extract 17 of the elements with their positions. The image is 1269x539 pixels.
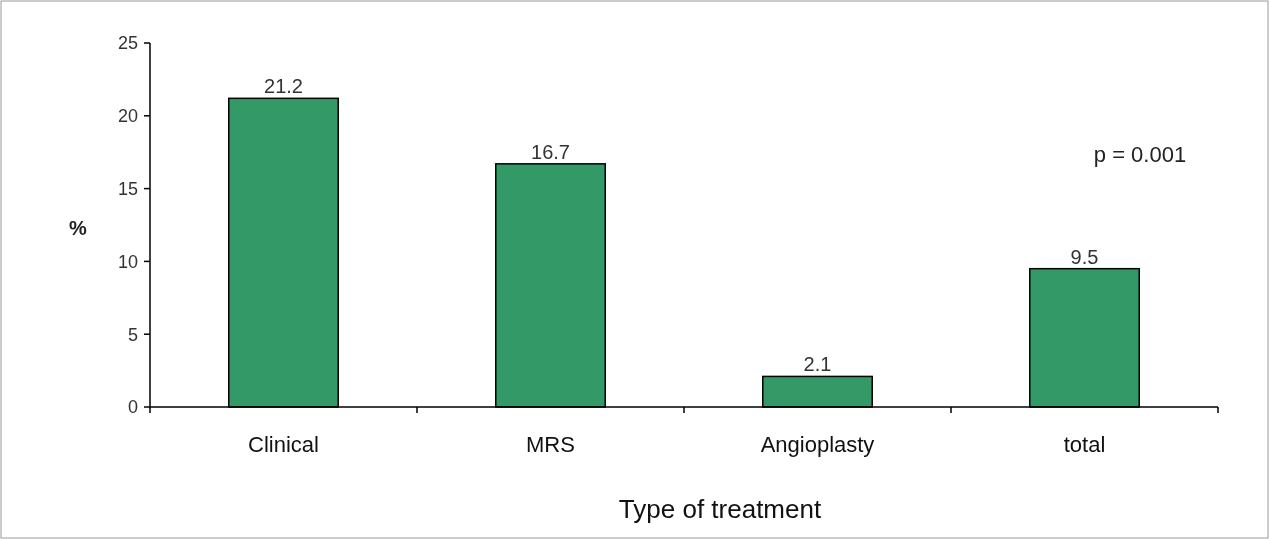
data-label: 2.1: [803, 353, 832, 376]
data-label: 21.2: [264, 75, 303, 98]
y-tick-label: 15: [117, 178, 138, 199]
y-tick-label: 5: [127, 324, 138, 345]
x-tick-label: Clinical: [248, 432, 319, 457]
y-tick-label: 10: [117, 251, 138, 272]
annotation: p = 0.001: [1093, 142, 1187, 167]
y-tick-label: 0: [127, 397, 138, 418]
y-tick-label: 20: [117, 106, 138, 127]
x-tick-label: total: [1063, 432, 1106, 457]
y-tick-label: 25: [117, 33, 138, 54]
data-label: 9.5: [1070, 245, 1099, 268]
x-tick-label: Angioplasty: [760, 432, 875, 457]
x-tick-label: MRS: [526, 432, 575, 457]
y-axis-title: %: [69, 217, 88, 239]
x-axis-title: Type of treatment: [618, 494, 822, 524]
data-label: 16.7: [531, 140, 570, 163]
